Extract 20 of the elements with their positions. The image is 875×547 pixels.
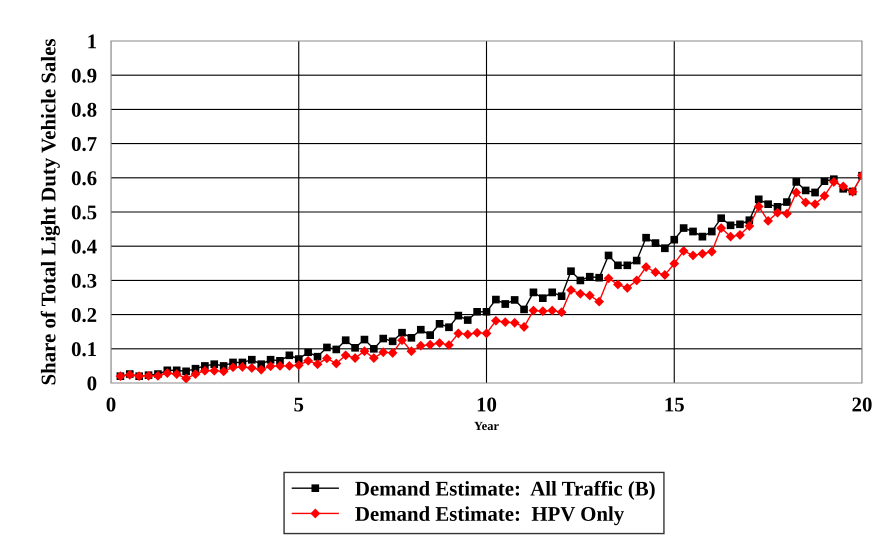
x-axis-title: Year [474, 422, 499, 430]
y-tick-label: 0.9 [72, 68, 96, 83]
y-tick-label: 0.7 [72, 136, 97, 152]
x-tick-label: 20 [852, 397, 872, 412]
legend-label: Demand Estimate: HPV Only [355, 506, 624, 526]
y-tick-label: 0.5 [72, 205, 96, 220]
y-tick-label: 0.8 [72, 102, 96, 117]
x-tick-label: 5 [294, 398, 304, 412]
y-tick-label: 0.1 [72, 342, 96, 356]
x-tick-label: 10 [478, 397, 496, 412]
x-tick-label: 0 [106, 397, 116, 412]
y-tick-label: 0.2 [72, 308, 96, 322]
y-tick-label: 0.3 [72, 274, 96, 288]
y-tick-label: 0.4 [72, 240, 97, 254]
y-tick-label: 0 [87, 376, 96, 390]
y-tick-label: 0.6 [72, 171, 96, 186]
y-tick-label: 1 [88, 34, 96, 48]
x-tick-label: 15 [666, 398, 684, 412]
y-axis-title: Share of Total Light Duty Vehicle Sales [40, 39, 60, 384]
legend-label: Demand Estimate: All Traffic (B) [355, 480, 655, 500]
